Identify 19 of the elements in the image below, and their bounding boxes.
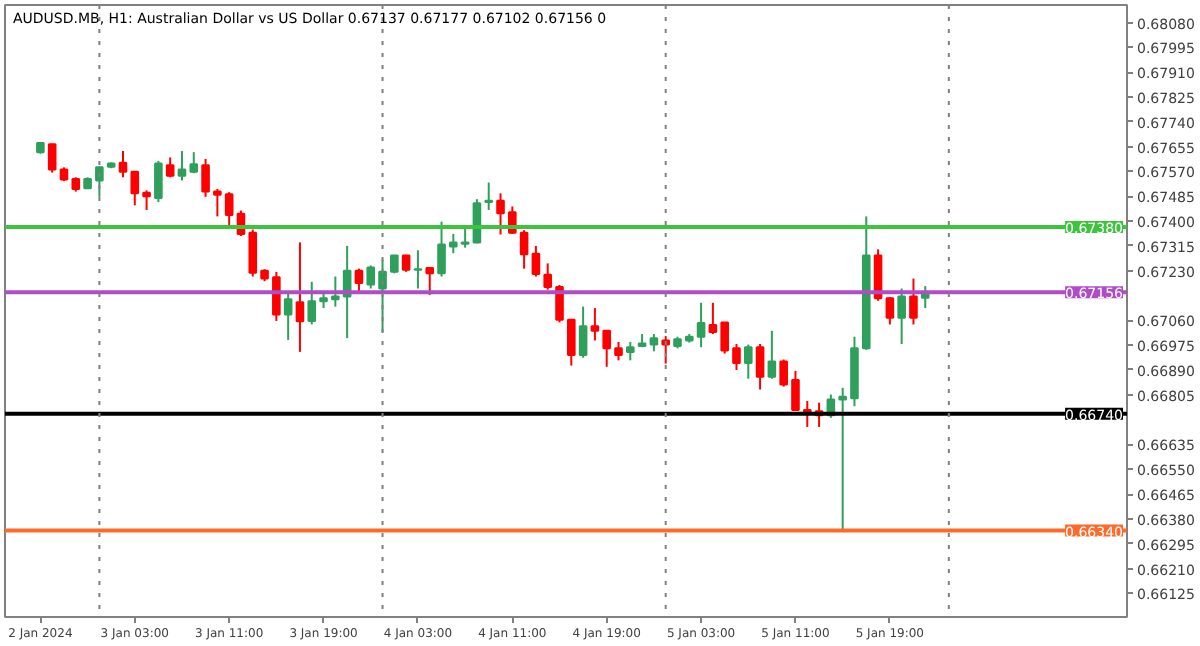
candlestick xyxy=(47,142,57,174)
candlestick xyxy=(531,244,541,278)
candlestick xyxy=(897,287,906,345)
candlestick xyxy=(154,159,163,204)
candlestick xyxy=(696,301,706,349)
candlestick xyxy=(354,267,364,293)
candlestick xyxy=(484,181,494,211)
candlestick xyxy=(626,340,635,362)
candlestick xyxy=(578,305,588,359)
candlestick xyxy=(755,342,765,391)
candlestick xyxy=(425,266,435,296)
candlestick xyxy=(413,249,423,290)
candlestick xyxy=(767,329,777,380)
candlestick xyxy=(909,277,918,326)
candlestick xyxy=(295,241,305,353)
candlestick xyxy=(661,335,670,365)
candlestick xyxy=(743,343,753,380)
candlestick xyxy=(283,292,293,341)
candlestick xyxy=(885,295,895,326)
